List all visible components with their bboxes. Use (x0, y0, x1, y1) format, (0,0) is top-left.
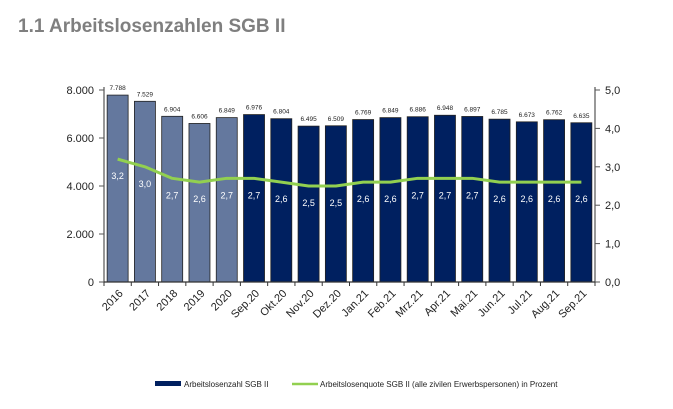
line-data-label: 2,7 (166, 190, 179, 200)
bar-data-label: 6.849 (382, 108, 399, 115)
bar-data-label: 6.495 (300, 116, 317, 123)
x-tick-label: Sep.21 (556, 288, 589, 321)
line-data-label: 2,7 (439, 190, 452, 200)
bar-data-label: 6.635 (573, 113, 590, 120)
bar-data-label: 6.976 (246, 105, 263, 112)
line-data-label: 2,6 (493, 194, 506, 204)
right-tick-label: 4,0 (605, 123, 620, 135)
x-tick-label: 2019 (182, 288, 208, 314)
bar (134, 100, 156, 283)
line-data-label: 2,6 (384, 194, 397, 204)
left-tick-label: 6.000 (66, 133, 94, 145)
x-tick-label: 2016 (100, 288, 126, 314)
x-tick-label: Sep.20 (229, 288, 262, 321)
bar (106, 94, 129, 283)
x-tick-label: Apr.21 (422, 288, 453, 319)
left-tick-label: 8.000 (66, 85, 94, 97)
bar-data-label: 6.849 (219, 108, 236, 115)
x-tick-label: 2018 (155, 288, 181, 314)
line-data-label: 2,7 (411, 190, 424, 200)
bar-data-label: 6.897 (464, 106, 481, 113)
x-tick-label: 2017 (127, 288, 153, 314)
bar-data-label: 6.785 (491, 109, 508, 116)
left-tick-label: 0 (88, 277, 94, 289)
x-tick-label: Okt.20 (258, 288, 289, 319)
x-tick-label: Jun.21 (476, 288, 508, 320)
line-data-label: 2,6 (521, 194, 534, 204)
bar-data-label: 6.762 (546, 110, 563, 117)
x-tick-label: Dez.20 (311, 288, 344, 321)
bar-data-label: 6.948 (437, 105, 454, 112)
x-tick-label: Feb.21 (366, 288, 399, 321)
line-data-label: 3,0 (139, 179, 152, 189)
line-data-label: 3,2 (111, 171, 124, 181)
bar-data-label: 6.904 (164, 106, 181, 113)
left-tick-label: 2.000 (66, 229, 94, 241)
left-tick-label: 4.000 (66, 181, 94, 193)
line-series (117, 157, 582, 188)
line-data-label: 2,6 (575, 194, 588, 204)
right-tick-label: 2,0 (605, 200, 620, 212)
page-title: 1.1 Arbeitslosenzahlen SGB II (18, 16, 286, 37)
right-tick-label: 5,0 (605, 85, 620, 97)
line-data-label: 2,6 (548, 194, 561, 204)
line-data-label: 2,7 (466, 190, 479, 200)
bar-data-label: 6.804 (273, 109, 290, 116)
x-tick-label: Aug.21 (529, 288, 562, 321)
x-tick-label: Nov.20 (284, 288, 317, 321)
x-tick-label: Mai.21 (449, 288, 481, 320)
legend-label-bars: Arbeitslosenzahl SGB II (184, 380, 268, 389)
bar-data-label: 6.606 (191, 113, 208, 120)
bar-data-label: 7.529 (137, 91, 154, 98)
legend-swatch-bars (155, 381, 181, 386)
legend-label-line: Arbeitslosenquote SGB II (alle zivilen E… (320, 380, 558, 389)
line-data-label: 2,6 (357, 194, 370, 204)
line-data-label: 2,6 (275, 194, 288, 204)
bar-data-label: 6.509 (328, 116, 345, 123)
line-data-label: 2,5 (330, 198, 343, 208)
bar-data-label: 6.886 (410, 107, 427, 114)
line-data-label: 2,7 (220, 190, 233, 200)
right-tick-label: 3,0 (605, 162, 620, 174)
x-tick-label: Mrz.21 (394, 288, 426, 320)
bar-data-label: 6.769 (355, 110, 372, 117)
x-tick-label: Jan.21 (339, 288, 371, 320)
line-data-label: 2,5 (302, 198, 315, 208)
bar-data-label: 7.788 (109, 85, 126, 92)
line-data-label: 2,6 (193, 194, 206, 204)
line-data-label: 2,7 (248, 190, 261, 200)
right-tick-label: 1,0 (605, 239, 620, 251)
right-tick-label: 0,0 (605, 277, 620, 289)
bar-data-label: 6.673 (519, 112, 536, 119)
